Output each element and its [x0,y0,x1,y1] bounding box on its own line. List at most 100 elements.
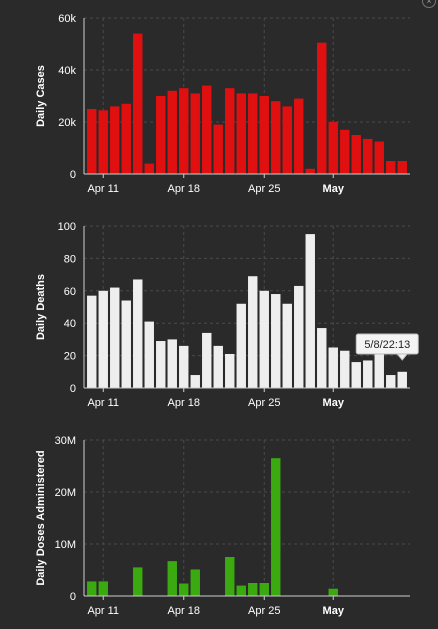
bar[interactable] [121,300,131,388]
y-tick-label: 40k [58,65,76,77]
bar[interactable] [259,583,269,596]
bar[interactable] [87,109,97,174]
bar[interactable] [259,290,269,388]
daily-doses-panel: 0 10M 20M 30M Apr 11 Apr 18 Apr 25 May Daily Dos… [0,424,438,624]
daily-deaths-panel: 0 20 40 60 80 100 Apr 11 Apr 18 Apr 25 May Daily D… [0,212,438,418]
bar[interactable] [213,345,223,388]
y-axis-label: Daily Cases [35,65,47,127]
bar[interactable] [98,290,108,388]
bar[interactable] [340,129,350,174]
bar[interactable] [271,101,281,174]
bar[interactable] [121,103,131,174]
bar[interactable] [179,88,189,174]
bar[interactable] [397,161,407,174]
bar[interactable] [179,345,189,388]
x-tick-label: Apr 11 [87,605,119,617]
bar[interactable] [363,360,373,388]
y-axis-label: Daily Doses Administered [35,450,47,585]
y-tick-label: 0 [70,169,76,181]
y-tick-label: 0 [70,591,76,603]
y-tick-label: 20M [55,487,76,499]
bar[interactable] [397,371,407,388]
bar[interactable] [202,332,212,388]
bar[interactable] [282,106,292,174]
x-tick-label: May [323,605,345,617]
bar[interactable] [351,362,361,388]
bar[interactable] [179,583,189,596]
x-tick-label: Apr 25 [248,183,280,195]
bar[interactable] [167,561,177,596]
bar[interactable] [190,93,200,174]
bar[interactable] [144,163,154,174]
bar[interactable] [248,93,258,174]
bar[interactable] [144,321,154,388]
bar[interactable] [167,90,177,174]
bar[interactable] [133,279,143,388]
bar[interactable] [98,581,108,596]
bar[interactable] [133,33,143,174]
bar[interactable] [225,557,235,596]
x-tick-label: Apr 11 [87,183,119,195]
bar[interactable] [167,339,177,388]
bar[interactable] [259,96,269,174]
tooltip: 5/8/22:13 [355,333,419,361]
bar[interactable] [225,88,235,174]
bar[interactable] [328,588,338,596]
bar[interactable] [282,303,292,388]
bar[interactable] [213,124,223,174]
bar[interactable] [386,375,396,388]
y-tick-label: 100 [58,221,76,233]
y-tick-label: 20 [64,351,76,363]
bar[interactable] [317,42,327,175]
bar[interactable] [328,347,338,389]
x-tick-label: Apr 25 [248,397,280,409]
x-tick-label: Apr 11 [87,397,119,409]
bar[interactable] [110,287,120,388]
bar[interactable] [340,350,350,388]
bar[interactable] [98,110,108,174]
bar[interactable] [110,106,120,174]
bar[interactable] [305,168,315,174]
x-tick-label: Apr 18 [168,183,200,195]
x-tick-label: May [323,397,345,409]
y-tick-label: 80 [64,253,76,265]
bar[interactable] [156,341,166,388]
bar[interactable] [294,285,304,388]
bar[interactable] [248,583,258,596]
daily-cases-panel: 0 20k 40k 60k Apr 11 Apr 18 Apr 25 May Daily Cas… [0,0,438,206]
bar[interactable] [202,85,212,174]
bar[interactable] [236,303,246,388]
y-tick-label: 40 [64,318,76,330]
y-tick-label: 60k [58,13,76,25]
y-tick-label: 30M [55,435,76,447]
tooltip-pointer [396,353,409,361]
daily-cases-chart: 0 20k 40k 60k Apr 11 Apr 18 Apr 25 May Daily Cas… [35,13,410,195]
bar[interactable] [133,567,143,596]
bar[interactable] [317,328,327,388]
bar[interactable] [363,138,373,174]
daily-doses-chart: 0 10M 20M 30M Apr 11 Apr 18 Apr 25 May Daily Dos… [35,435,410,617]
bar[interactable] [225,353,235,388]
bar[interactable] [305,234,315,388]
bar[interactable] [236,585,246,596]
bar[interactable] [87,295,97,388]
bar[interactable] [328,122,338,174]
bar[interactable] [87,581,97,596]
bar[interactable] [386,161,396,174]
bar[interactable] [156,96,166,174]
bar[interactable] [271,458,281,596]
x-tick-label: May [323,183,345,195]
bar[interactable] [294,98,304,174]
bar[interactable] [374,349,384,388]
y-axis-label: Daily Deaths [35,274,47,340]
bar[interactable] [351,135,361,174]
x-tick-label: Apr 25 [248,605,280,617]
bar[interactable] [190,569,200,596]
bar[interactable] [271,294,281,388]
bar[interactable] [374,141,384,175]
bar[interactable] [190,375,200,388]
y-tick-label: 60 [64,286,76,298]
y-tick-label: 20k [58,117,76,129]
bar[interactable] [236,93,246,174]
bar[interactable] [248,276,258,388]
